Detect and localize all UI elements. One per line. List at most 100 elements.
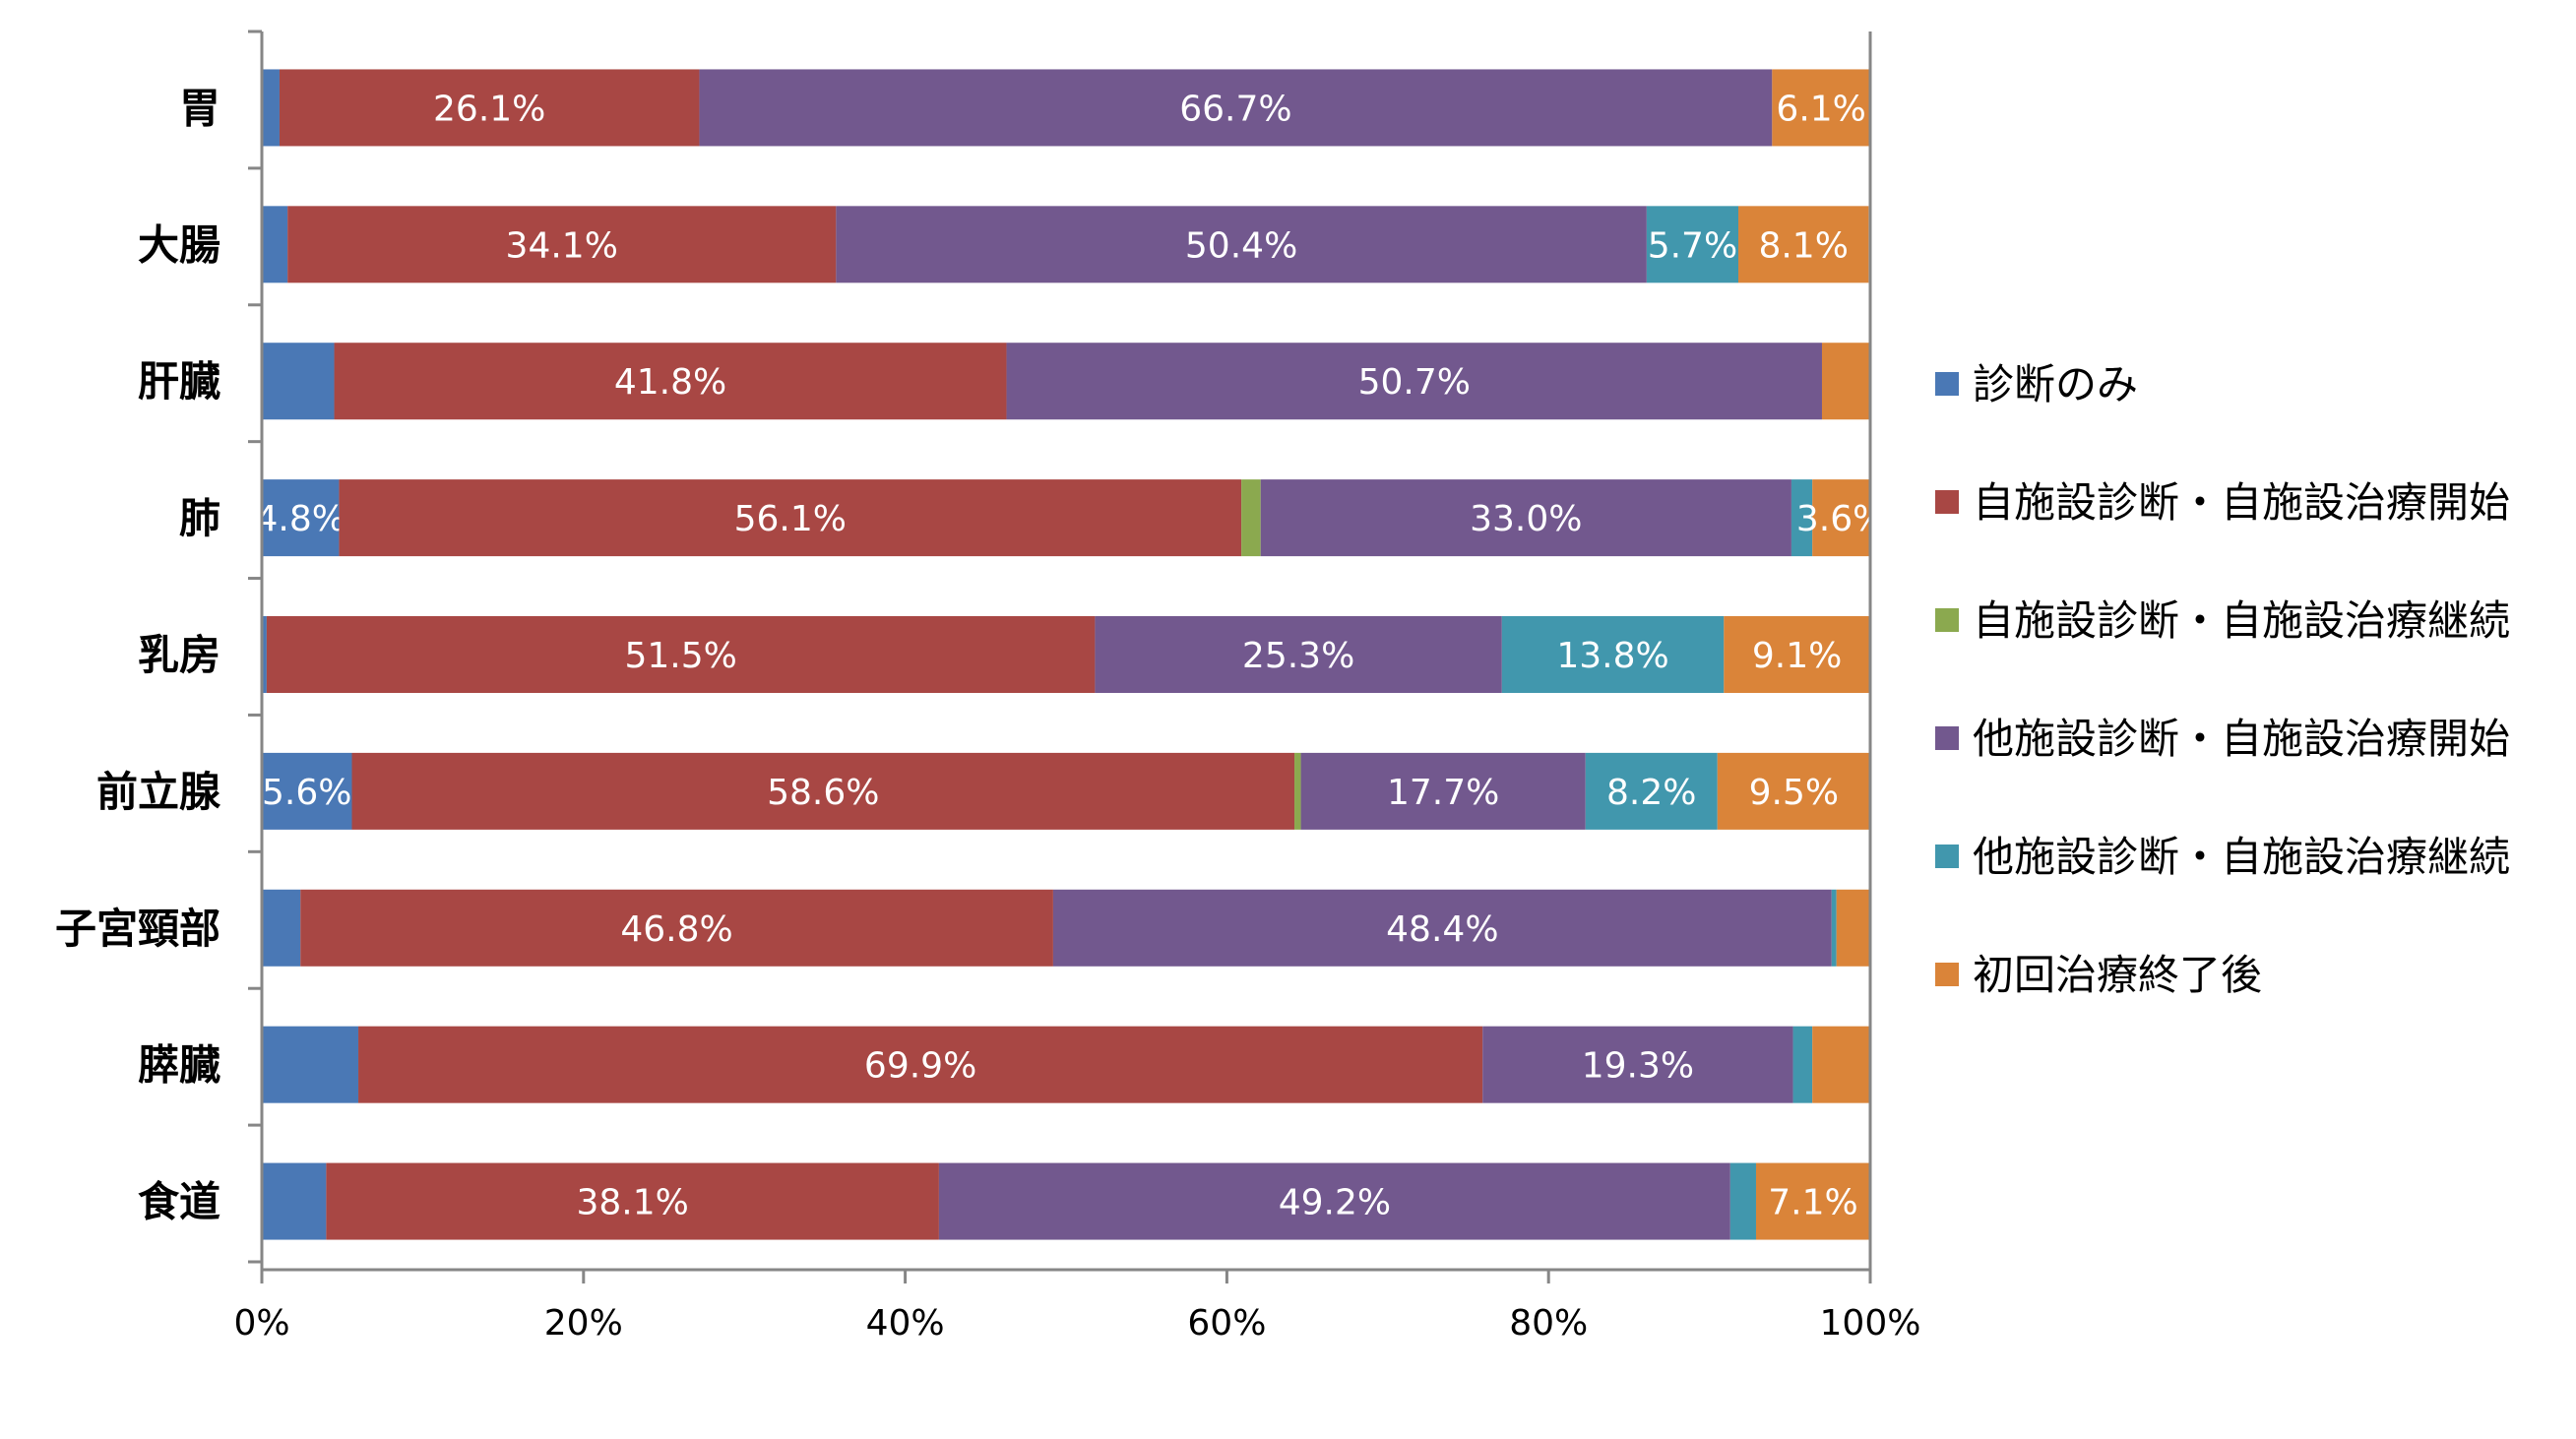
data-label-4-2: 56.1% — [734, 499, 847, 539]
bar-segment-9-5 — [1729, 1162, 1756, 1240]
data-label-4-6: 3.6% — [1796, 499, 1886, 539]
bar-segment-5-6 — [1724, 616, 1870, 693]
category-label-5: 乳房 — [138, 631, 220, 679]
legend-swatch-3 — [1935, 608, 1959, 632]
bar-segment-2-6 — [1738, 206, 1869, 283]
bar-segment-5-1 — [262, 616, 267, 693]
x-tick-label-0: 0% — [233, 1303, 289, 1344]
data-label-6-5: 8.2% — [1606, 773, 1696, 813]
data-label-7-2: 46.8% — [620, 909, 732, 950]
bar-segment-8-5 — [1792, 1026, 1813, 1103]
legend-label-6: 初回治療終了後 — [1973, 951, 2262, 999]
x-tick-label-1: 20% — [544, 1303, 623, 1344]
bar-segment-9-6 — [1755, 1162, 1870, 1240]
data-label-8-4: 19.3% — [1582, 1046, 1694, 1087]
x-tick-label-2: 40% — [866, 1303, 945, 1344]
bar-segment-6-5 — [1585, 752, 1718, 830]
data-label-9-2: 38.1% — [576, 1183, 688, 1223]
bar-segment-8-4 — [1482, 1026, 1793, 1103]
bar-segment-4-5 — [1791, 479, 1813, 557]
category-label-8: 膵臓 — [138, 1041, 220, 1090]
bar-segment-4-2 — [339, 479, 1242, 557]
data-label-5-2: 51.5% — [624, 636, 736, 676]
category-label-2: 大腸 — [138, 220, 220, 269]
bar-segment-2-1 — [262, 206, 288, 283]
bar-segment-3-4 — [1006, 343, 1822, 420]
data-label-4-4: 33.0% — [1470, 499, 1582, 539]
bar-segment-4-3 — [1241, 479, 1261, 557]
bar-segment-2-2 — [287, 206, 837, 283]
legend-label-3: 自施設診断・自施設治療継続 — [1973, 596, 2510, 645]
legend: 診断のみ自施設診断・自施設治療開始自施設診断・自施設治療継続他施設診断・自施設治… — [1935, 360, 2510, 999]
bar-segment-5-5 — [1501, 616, 1725, 693]
bar-segment-7-2 — [300, 889, 1053, 967]
legend-swatch-1 — [1935, 372, 1959, 396]
bar-segment-3-1 — [262, 343, 335, 420]
category-label-7: 子宮頸部 — [55, 905, 220, 953]
legend-swatch-2 — [1935, 490, 1959, 514]
data-label-3-4: 50.7% — [1358, 362, 1471, 403]
bar-segment-8-2 — [358, 1026, 1483, 1103]
data-label-1-6: 6.1% — [1776, 89, 1865, 129]
data-label-1-2: 26.1% — [433, 89, 545, 129]
x-tick-label-5: 100% — [1820, 1303, 1921, 1344]
bar-segment-4-1 — [262, 479, 340, 557]
data-label-6-4: 17.7% — [1387, 773, 1499, 813]
bar-segment-5-4 — [1095, 616, 1502, 693]
bar-segment-6-3 — [1294, 752, 1301, 830]
bars-group: 26.1% 66.7% 6.1% 34.1% 50.4% 5.7% 8.1% 41.8% 50.… — [255, 69, 1886, 1240]
bar-segment-8-1 — [262, 1026, 359, 1103]
bar-segment-4-4 — [1260, 479, 1791, 557]
bar-segment-2-5 — [1646, 206, 1739, 283]
legend-label-5: 他施設診断・自施設治療継続 — [1973, 833, 2510, 881]
data-label-3-2: 41.8% — [614, 362, 726, 403]
data-label-4-1: 4.8% — [255, 499, 345, 539]
bar-segment-1-4 — [699, 69, 1773, 147]
bar-segment-6-6 — [1717, 752, 1870, 830]
category-label-1: 胃 — [179, 84, 220, 132]
data-label-7-4: 48.4% — [1386, 909, 1498, 950]
data-label-5-4: 25.3% — [1242, 636, 1354, 676]
bar-segment-3-2 — [334, 343, 1007, 420]
legend-swatch-4 — [1935, 726, 1959, 750]
data-label-6-6: 9.5% — [1749, 773, 1839, 813]
x-tick-label-4: 80% — [1509, 1303, 1588, 1344]
data-label-9-4: 49.2% — [1279, 1183, 1391, 1223]
bar-segment-2-4 — [836, 206, 1647, 283]
data-label-6-1: 5.6% — [262, 773, 351, 813]
bar-segment-6-1 — [262, 752, 352, 830]
data-label-9-6: 7.1% — [1768, 1183, 1857, 1223]
category-label-9: 食道 — [138, 1178, 220, 1226]
bar-segment-4-6 — [1812, 479, 1870, 557]
legend-label-1: 診断のみ — [1973, 360, 2138, 408]
legend-swatch-6 — [1935, 963, 1959, 986]
data-label-5-5: 13.8% — [1556, 636, 1668, 676]
bar-segment-3-6 — [1821, 343, 1870, 420]
bar-segment-7-4 — [1052, 889, 1832, 967]
bar-segment-6-2 — [351, 752, 1295, 830]
bar-segment-9-2 — [326, 1162, 939, 1240]
category-label-3: 肝臓 — [138, 357, 220, 406]
data-label-5-6: 9.1% — [1752, 636, 1842, 676]
bar-segment-9-4 — [938, 1162, 1730, 1240]
data-label-2-5: 5.7% — [1648, 225, 1737, 266]
bar-segment-6-4 — [1300, 752, 1586, 830]
bar-segment-7-1 — [262, 889, 301, 967]
legend-label-2: 自施設診断・自施設治療開始 — [1973, 478, 2510, 527]
legend-label-4: 他施設診断・自施設治療開始 — [1973, 715, 2510, 763]
bar-segment-1-2 — [279, 69, 700, 147]
bar-segment-1-6 — [1772, 69, 1870, 147]
data-label-6-2: 58.6% — [767, 773, 879, 813]
category-label-4: 肺 — [179, 494, 220, 542]
legend-swatch-5 — [1935, 845, 1959, 868]
bar-segment-8-6 — [1812, 1026, 1870, 1103]
bar-segment-1-1 — [262, 69, 280, 147]
data-label-2-4: 50.4% — [1185, 225, 1297, 266]
x-tick-label-3: 60% — [1187, 1303, 1266, 1344]
data-label-2-6: 8.1% — [1758, 225, 1848, 266]
data-label-8-2: 69.9% — [864, 1046, 976, 1087]
bar-segment-7-6 — [1836, 889, 1870, 967]
data-label-2-2: 34.1% — [506, 225, 618, 266]
